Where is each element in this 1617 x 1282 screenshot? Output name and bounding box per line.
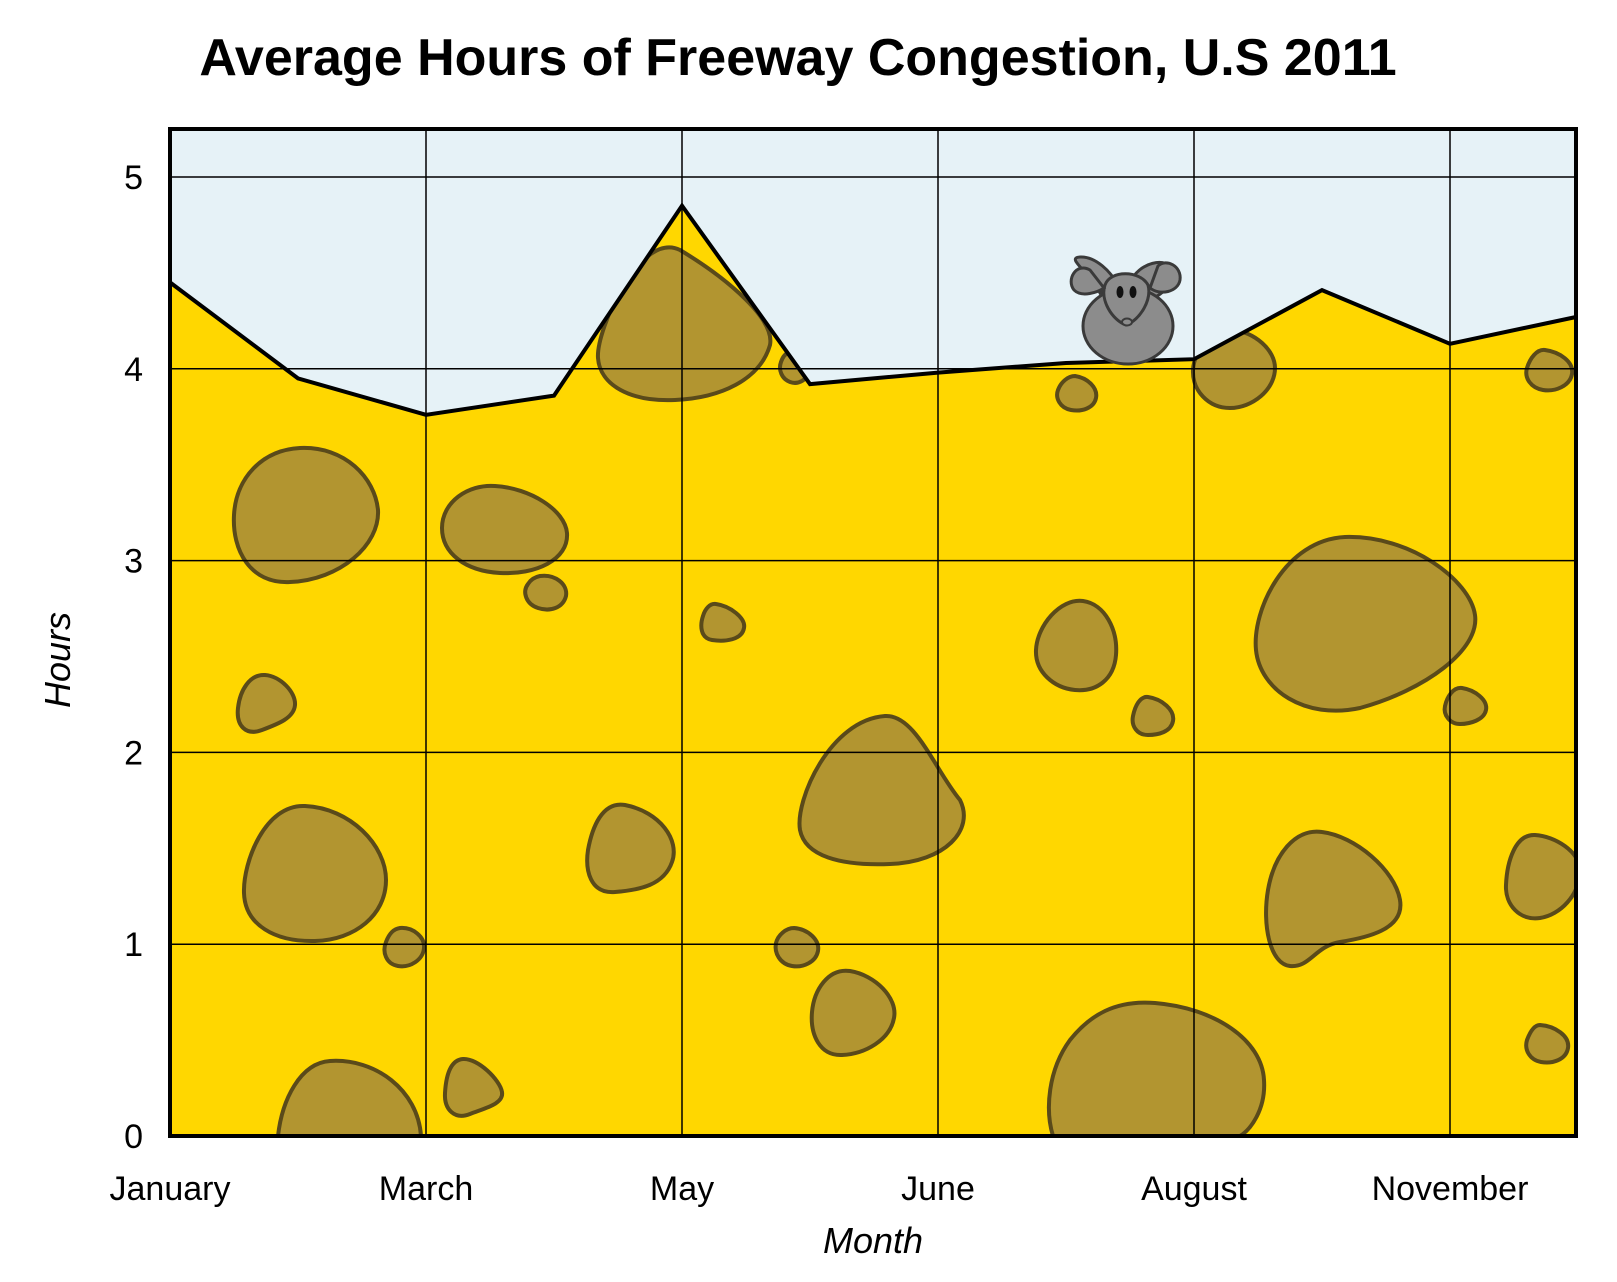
y-tick-labels: 0 1 2 3 4 5 [124, 159, 143, 1156]
x-axis-label: Month [823, 1220, 923, 1261]
x-tick-labels: January March May June August November [110, 1170, 1529, 1208]
chart-title: Average Hours of Freeway Congestion, U.S… [199, 29, 1396, 87]
x-tick-label: November [1372, 1170, 1529, 1208]
cheese-hole [1253, 534, 1478, 713]
x-tick-label: January [110, 1170, 231, 1208]
area-fill [170, 205, 1576, 1136]
cheese-hole [1047, 1000, 1267, 1136]
y-tick-label: 0 [124, 1118, 143, 1156]
cheese-hole [382, 925, 427, 969]
x-tick-label: May [650, 1170, 714, 1208]
cheese-hole [235, 673, 297, 734]
cheese-hole [1130, 694, 1176, 738]
cheese-hole [231, 445, 381, 585]
cheese-hole [1503, 832, 1576, 921]
cheese-hole [1524, 347, 1575, 393]
y-tick-label: 3 [124, 543, 143, 581]
cheese-hole [585, 802, 676, 895]
cheese-hole [439, 483, 570, 576]
cheese-hole [1524, 1022, 1571, 1065]
cheese-hole [773, 925, 821, 969]
cheese-hole [1442, 685, 1489, 727]
plot-frame [168, 127, 1578, 1138]
cheese-hole [523, 573, 569, 612]
x-tick-label: March [379, 1170, 473, 1208]
y-tick-label: 4 [124, 351, 143, 389]
y-axis-label: Hours [37, 612, 78, 708]
y-tick-label: 5 [124, 159, 143, 197]
cheese-hole [442, 1057, 505, 1118]
y-tick-label: 1 [124, 926, 143, 964]
mouse-icon [1069, 255, 1182, 366]
cheese-hole [1264, 829, 1403, 969]
series-line [168, 202, 1577, 417]
cheese-hole [1033, 598, 1119, 693]
cheese-hole [699, 601, 747, 643]
y-tick-label: 2 [124, 734, 143, 772]
cheese-hole [809, 968, 897, 1058]
x-tick-label: June [901, 1170, 975, 1208]
cheese-hole [241, 803, 389, 944]
x-tick-label: August [1141, 1170, 1247, 1208]
cheese-hole [1055, 373, 1099, 413]
